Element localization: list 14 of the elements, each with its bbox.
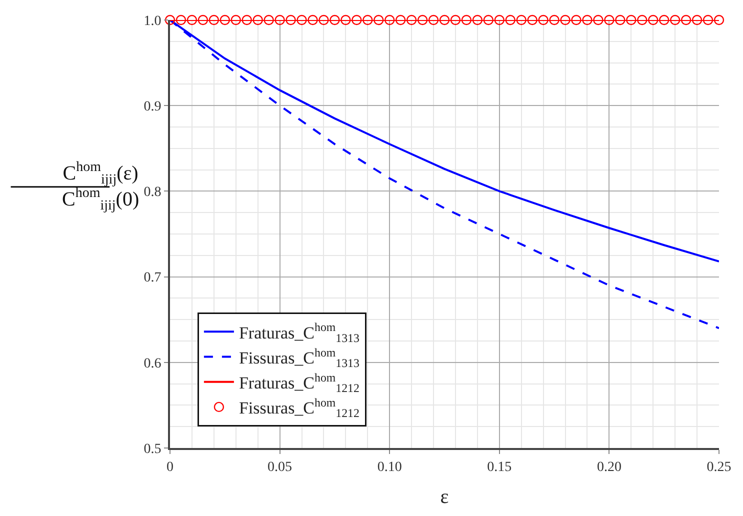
x-tick-label: 0.10 [377, 460, 402, 475]
y-tick-label: 0.8 [144, 185, 162, 200]
x-axis-title: ε [440, 486, 449, 508]
x-tick-label: 0 [166, 460, 174, 475]
y-tick-label: 0.6 [144, 356, 162, 372]
x-tick-label: 0.15 [487, 460, 512, 475]
y-tick-label: 0.7 [144, 270, 162, 286]
y-tick-label: 0.5 [144, 442, 162, 457]
y-tick-label: 0.9 [144, 100, 162, 114]
x-tick-label: 0.05 [268, 460, 292, 475]
x-tick-label: 0.25 [706, 460, 732, 475]
x-tick-label: 0.20 [596, 460, 622, 475]
y-tick-label: 1.0 [144, 14, 162, 29]
text: C$^{hom}$$_{ijij}$(ε) C$^{hom}$$_{ijij}$(0) [62, 160, 140, 214]
